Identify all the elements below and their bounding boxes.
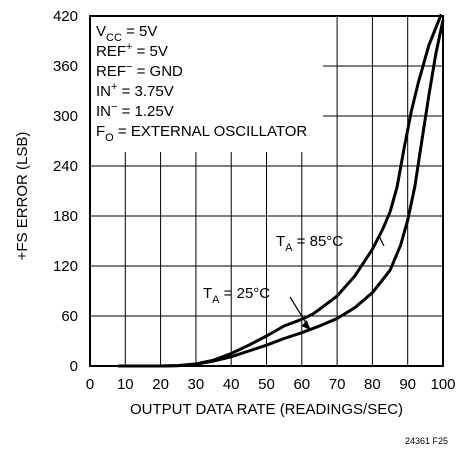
tick-labels: 0 10 20 30 40 50 60 70 80 90 100 0 60 120 180 240 300 360… [53,8,456,393]
y-tick-label: 420 [53,8,78,25]
leader-arrow-25c [301,320,311,331]
series-label-85c: TA = 85°C [276,233,343,254]
y-tick-label: 60 [61,308,78,325]
y-tick-label: 0 [70,358,78,375]
x-tick-label: 10 [117,376,134,393]
conditions-box [91,17,323,152]
y-tick-label: 180 [53,208,78,225]
y-tick-label: 120 [53,258,78,275]
series-label-25c: TA = 25°C [203,285,270,306]
x-tick-label: 20 [152,376,169,393]
leader-line-85c [378,236,385,247]
x-tick-label: 40 [223,376,240,393]
conditions-annotation: VCC = 5V REF+ = 5V REF− = GND IN+ = 3.75V IN… [96,23,307,144]
x-tick-label: 60 [293,376,310,393]
x-tick-label: 100 [430,376,455,393]
x-tick-label: 30 [188,376,205,393]
x-tick-label: 80 [364,376,381,393]
figure-id: 24361 F25 [405,436,448,446]
x-tick-label: 50 [258,376,275,393]
x-tick-label: 70 [329,376,346,393]
x-axis-label: OUTPUT DATA RATE (READINGS/SEC) [130,401,403,418]
plot-frame [89,15,444,367]
y-tick-label: 360 [53,58,78,75]
series-line-25c [118,19,445,368]
x-tick-label: 90 [399,376,416,393]
y-axis-label: +FS ERROR (LSB) [14,132,31,261]
y-tick-label: 240 [53,158,78,175]
x-tick-label: 0 [86,376,94,393]
y-tick-label: 300 [53,108,78,125]
series-lines [118,13,445,368]
